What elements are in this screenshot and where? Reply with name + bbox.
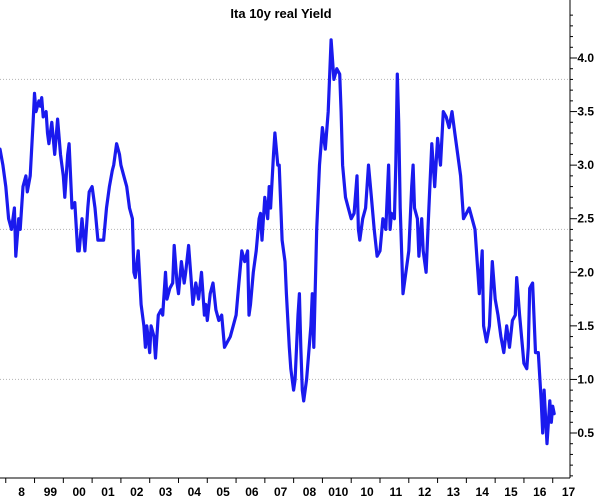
x-axis: 8 99 00 01 02 03 04 05 06 07 08 010 10 11 12 13 14 15 16 17	[0, 477, 576, 499]
chart-title: Ita 10y real Yield	[230, 6, 331, 21]
x-tick-label: 010	[328, 485, 348, 499]
x-tick-label: 04	[188, 485, 202, 499]
y-tick-label: 3.5	[577, 105, 594, 119]
y-tick-label: 4.0	[577, 51, 594, 65]
y-tick-label: 2.0	[577, 265, 594, 279]
y-tick-label: 2.5	[577, 212, 594, 226]
x-tick-label: 03	[159, 485, 173, 499]
y-tick-label: 3.0	[577, 158, 594, 172]
x-tick-label: 17	[562, 485, 576, 499]
x-tick-label: 12	[418, 485, 432, 499]
x-tick-label: 07	[274, 485, 288, 499]
x-tick-label: 16	[533, 485, 547, 499]
y-tick-label: 1.5	[577, 319, 594, 333]
x-tick-label: 10	[360, 485, 374, 499]
y-axis: 0.5 1.0 1.5 2.0 2.5 3.0 3.5 4.0	[569, 0, 594, 478]
x-tick-label: 14	[476, 485, 490, 499]
x-tick-label: 06	[245, 485, 259, 499]
series-layer	[0, 38, 556, 446]
x-tick-label: 99	[44, 485, 58, 499]
x-tick-label: 15	[504, 485, 518, 499]
y-tick-label: 0.5	[577, 426, 594, 440]
x-tick-label: 13	[447, 485, 461, 499]
x-tick-label: 01	[101, 485, 115, 499]
series-line-0	[0, 38, 556, 446]
x-tick-label: 00	[72, 485, 86, 499]
x-tick-label: 11	[389, 485, 402, 499]
x-tick-label: 08	[303, 485, 317, 499]
x-tick-label: 02	[130, 485, 144, 499]
x-tick-label: 8	[18, 485, 25, 499]
y-tick-label: 1.0	[577, 372, 594, 386]
x-tick-label: 05	[216, 485, 230, 499]
